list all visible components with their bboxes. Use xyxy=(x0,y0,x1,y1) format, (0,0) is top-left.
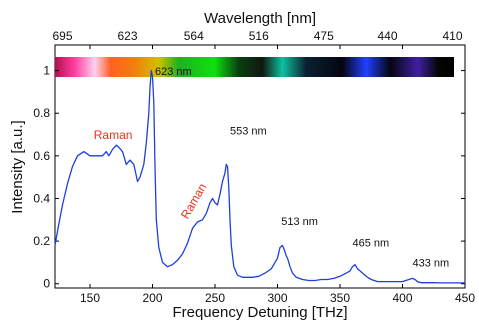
x-tick-label: 250 xyxy=(205,291,225,305)
top-tick-label: 564 xyxy=(184,29,204,43)
top-tick-label: 475 xyxy=(314,29,334,43)
peak-annotation: 623 nm xyxy=(155,66,192,78)
top-tick-label: 695 xyxy=(52,29,72,43)
top-tick-label: 623 xyxy=(117,29,137,43)
left-axis-ticks: 0 0.2 0.4 0.6 0.8 1 xyxy=(33,64,465,291)
plot-frame xyxy=(54,44,466,289)
x-tick-label: 450 xyxy=(455,291,475,305)
x-tick-label: 300 xyxy=(267,291,287,305)
y-tick-label: 1 xyxy=(43,64,50,78)
x-tick-label: 350 xyxy=(330,291,350,305)
top-axis-title: Wavelength [nm] xyxy=(204,10,316,27)
y-axis-title: Intensity [a.u.] xyxy=(9,120,26,213)
y-tick-label: 0.4 xyxy=(33,191,50,205)
y-tick-label: 0.8 xyxy=(33,106,50,120)
top-tick-label: 516 xyxy=(249,29,269,43)
y-tick-label: 0.2 xyxy=(33,234,50,248)
raman-annotation: Raman xyxy=(94,128,133,142)
spectrum-strip xyxy=(55,57,454,77)
peak-annotation: 465 nm xyxy=(353,237,390,249)
y-tick-label: 0.6 xyxy=(33,149,50,163)
peak-annotation: 553 nm xyxy=(230,126,267,138)
intensity-series-line xyxy=(54,69,465,284)
x-tick-label: 150 xyxy=(80,291,100,305)
top-tick-label: 440 xyxy=(377,29,397,43)
top-tick-label: 410 xyxy=(442,29,462,43)
x-tick-label: 200 xyxy=(142,291,162,305)
x-axis-title: Frequency Detuning [THz] xyxy=(172,304,347,320)
y-tick-label: 0 xyxy=(43,277,50,291)
bottom-axis-ticks: 150 200 250 300 350 400 450 xyxy=(80,45,475,305)
peak-annotation: 433 nm xyxy=(413,258,450,270)
top-axis-ticks: 695 623 564 516 475 440 410 xyxy=(52,29,462,43)
peak-annotation: 513 nm xyxy=(281,216,318,228)
x-tick-label: 400 xyxy=(392,291,412,305)
